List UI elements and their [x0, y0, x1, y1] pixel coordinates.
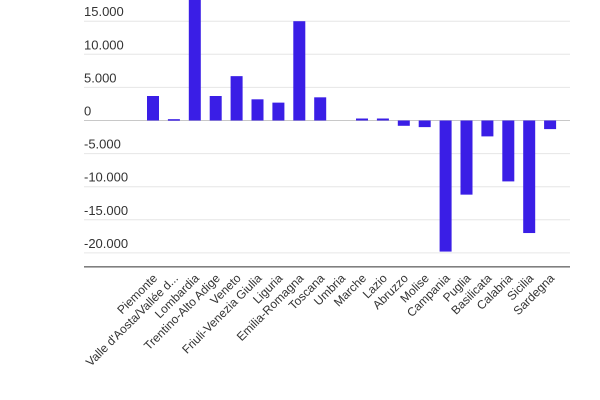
y-tick-label: -10.000: [84, 170, 128, 185]
y-tick-label: -20.000: [84, 236, 128, 251]
bar: [188, 0, 201, 121]
bar: [230, 76, 243, 121]
y-tick-label: 5.000: [84, 70, 117, 85]
bar: [147, 96, 159, 121]
bars: [147, 0, 557, 252]
bar: [397, 120, 410, 126]
bar: [251, 99, 264, 121]
bar: [418, 120, 431, 128]
bar: [439, 120, 452, 252]
bar: [167, 119, 180, 121]
bar: [481, 120, 494, 137]
bar: [314, 97, 327, 121]
bar: [293, 21, 306, 121]
bar: [460, 120, 473, 195]
y-tick-label: 15.000: [84, 4, 124, 19]
bar: [356, 118, 368, 121]
y-axis-tick-labels: 15.000 10.000 5.000 0 -5.000 -10.000 -15.000 -2…: [84, 4, 128, 251]
bar: [502, 120, 515, 182]
y-tick-label: 10.000: [84, 37, 124, 52]
y-tick-label: -15.000: [84, 203, 128, 218]
bar: [272, 102, 285, 121]
bar: [544, 120, 557, 130]
bar: [209, 96, 222, 121]
y-tick-label: 0: [84, 104, 91, 119]
y-tick-label: -5.000: [84, 137, 121, 152]
gridlines: [84, 20, 570, 254]
bar: [523, 120, 536, 234]
bar: [376, 118, 389, 121]
